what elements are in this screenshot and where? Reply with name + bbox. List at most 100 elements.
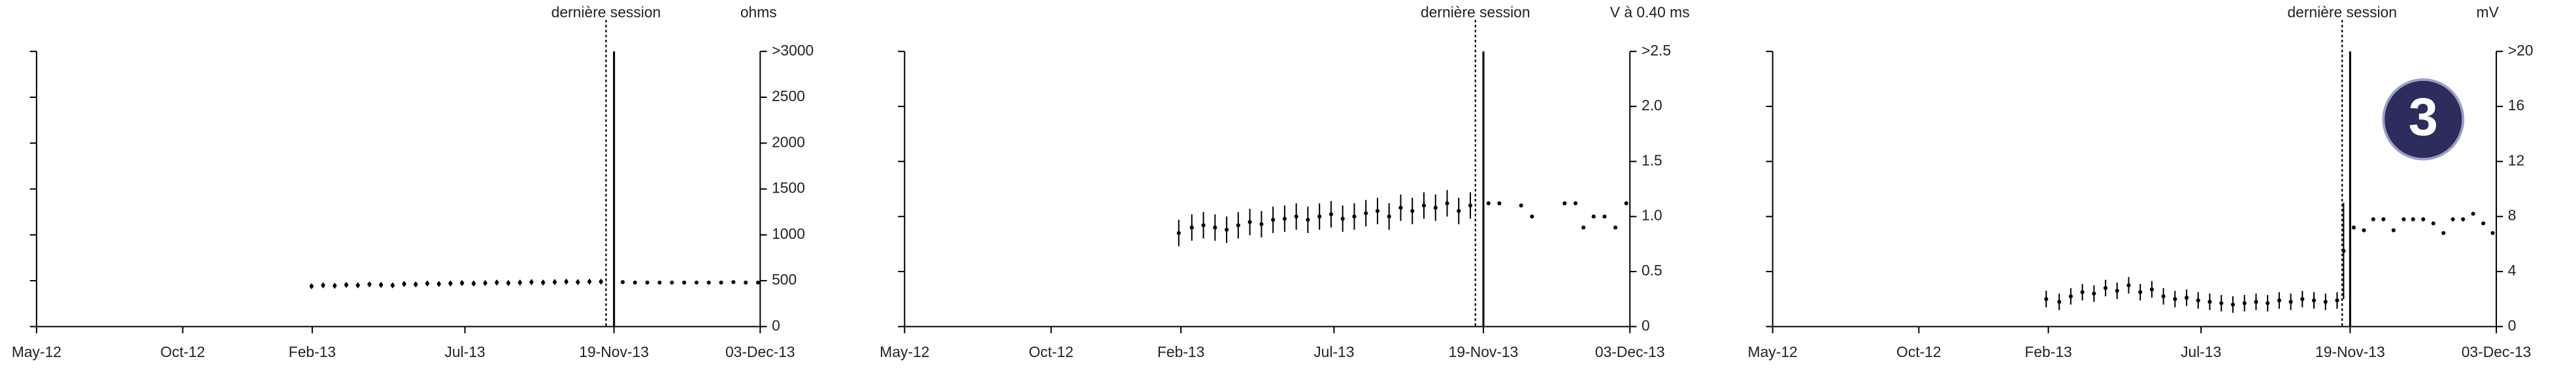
data-point [2126, 283, 2131, 288]
data-point [1519, 203, 1523, 208]
data-point [2300, 297, 2305, 302]
data-point [1387, 214, 1391, 219]
data-point [344, 283, 348, 287]
data-point [2431, 221, 2436, 226]
data-point [529, 280, 534, 285]
data-point [1352, 214, 1357, 219]
y-tick-label: 2.0 [1642, 97, 1662, 114]
data-point [1581, 225, 1586, 230]
data-point [1562, 201, 1567, 206]
chart: 0 500 1000 1500 2000 2500 >3000 May-12 Oct-12 Feb… [12, 3, 814, 360]
data-point [1457, 209, 1461, 213]
y-tick-label: 0 [2508, 317, 2517, 334]
data-point [2138, 290, 2143, 294]
data-point [541, 280, 546, 285]
data-point [633, 280, 637, 285]
y-tick-label: 2500 [772, 87, 805, 104]
data-point [402, 281, 406, 287]
data-point [1247, 220, 1252, 225]
data-point [355, 283, 360, 288]
data-point [657, 280, 662, 285]
data-point [2402, 217, 2406, 221]
data-point [1375, 209, 1380, 213]
badge-circle [2382, 78, 2465, 161]
data-point [414, 282, 418, 287]
data-point [1201, 223, 1206, 228]
data-point [1317, 214, 1322, 219]
data-point [2044, 297, 2049, 302]
data-point [2080, 290, 2085, 294]
data-point [755, 280, 761, 285]
data-point [471, 281, 476, 286]
y-tick-label: 16 [2508, 97, 2524, 114]
data-point [1294, 214, 1298, 219]
data-point [599, 279, 603, 284]
data-point [378, 283, 384, 287]
session-label: dernière session [1421, 3, 1530, 20]
data-point [437, 281, 441, 287]
data-point [2335, 298, 2339, 303]
x-tick-label: Jul-13 [2181, 343, 2221, 360]
data-point [2254, 300, 2258, 304]
data-point [2266, 301, 2270, 305]
data-point [2461, 217, 2466, 221]
data-point [2196, 298, 2200, 303]
data-point [587, 279, 592, 284]
data-point [448, 281, 453, 286]
x-tick-label: Oct-12 [1029, 343, 1074, 360]
data-point [744, 280, 748, 285]
y-tick-label: 0 [772, 317, 780, 334]
data-point [2242, 301, 2247, 305]
data-point [2441, 230, 2446, 236]
y-unit: ohms [740, 3, 777, 20]
data-point [2161, 294, 2166, 299]
data-point [694, 280, 699, 285]
data-point [2219, 301, 2224, 305]
data-point [518, 280, 522, 285]
data-point [1398, 206, 1403, 210]
data-point [2391, 228, 2396, 232]
data-point [1213, 225, 1217, 230]
data-point [1445, 201, 1449, 206]
data-point [2411, 217, 2415, 221]
y-tick-label: 1.0 [1642, 207, 1662, 224]
data-point [390, 283, 395, 288]
data-point [2490, 230, 2495, 236]
data-point [1613, 225, 1618, 230]
x-tick-label: Feb-13 [1157, 343, 1204, 360]
y-tick-label: 0 [1642, 317, 1650, 334]
data-point [706, 280, 711, 285]
y-tick-label: 1500 [772, 179, 805, 196]
data-point [1259, 222, 1264, 226]
data-point [1486, 201, 1491, 206]
y-tick-label: 8 [2508, 207, 2517, 224]
data-point [2104, 286, 2108, 290]
data-point [2288, 300, 2293, 304]
y-tick-label: 1000 [772, 225, 805, 242]
data-point [333, 283, 337, 288]
chart: 0 0.5 1.0 1.5 2.0 >2.5 May-12 Oct-12 Feb-13 Jul-1… [880, 3, 1689, 360]
y-tick-label: >2.5 [1642, 42, 1671, 59]
data-point [1497, 201, 1502, 206]
y-tick-label: >3000 [772, 42, 814, 59]
session-label: dernière session [2287, 3, 2397, 20]
x-tick-label: 03-Dec-13 [725, 343, 795, 360]
data-point [2381, 217, 2386, 221]
data-point [2149, 287, 2154, 292]
data-point [1271, 217, 1276, 222]
data-point [2173, 297, 2177, 302]
data-point [552, 280, 557, 285]
y-tick-label: 2000 [772, 133, 805, 150]
y-tick-label: >20 [2508, 42, 2534, 59]
data-point [506, 281, 510, 285]
data-point [719, 280, 723, 285]
x-tick-label: May-12 [880, 343, 929, 360]
data-point [2323, 300, 2328, 304]
data-point [1410, 209, 1415, 213]
data-point [2371, 217, 2375, 221]
data-point [2362, 228, 2366, 232]
data-point [1189, 225, 1194, 230]
data-point [1340, 217, 1345, 221]
x-tick-label: Jul-13 [444, 343, 485, 360]
